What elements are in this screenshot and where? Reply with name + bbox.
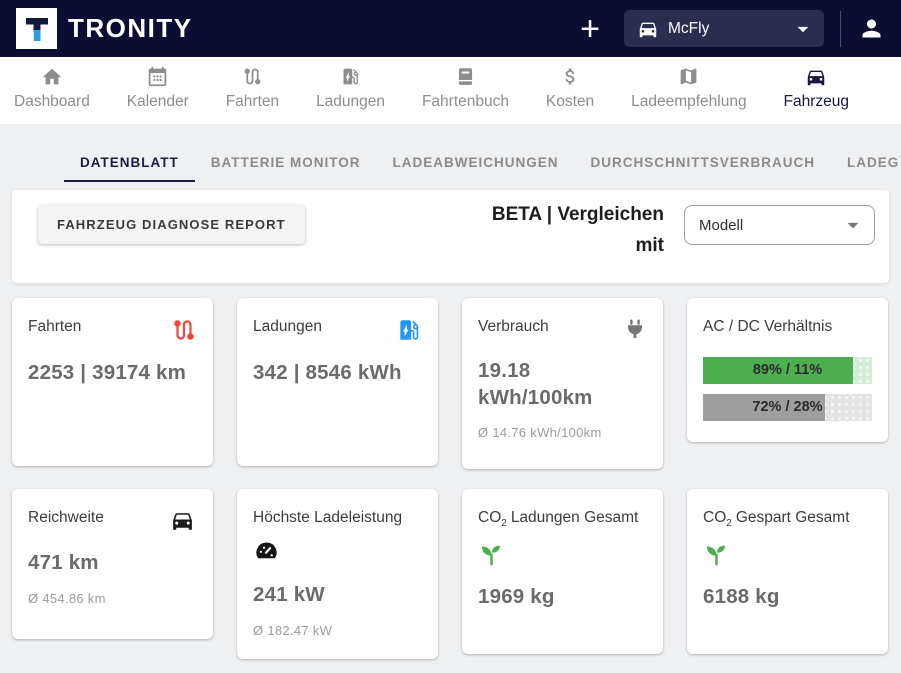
card-average: Ø 182.47 kW <box>253 622 333 638</box>
plug-icon <box>623 317 647 341</box>
vehicle-selector[interactable]: McFly <box>624 10 824 47</box>
nav-item-fahrzeug[interactable]: Fahrzeug <box>784 66 849 124</box>
vehicle-name: McFly <box>668 19 710 37</box>
card-value: 342 | 8546 kWh <box>253 361 402 384</box>
card-title: Ladungen <box>253 318 322 335</box>
chevron-down-icon <box>840 212 866 238</box>
card-title: Reichweite <box>28 509 104 526</box>
stats-row-1: Fahrten 2253 | 39174 km Ladungen 342 | 8… <box>0 298 901 469</box>
tab-datenblatt[interactable]: DATENBLATT <box>64 143 195 182</box>
add-vehicle-button[interactable]: + <box>574 12 606 46</box>
compare-panel: FAHRZEUG DIAGNOSE REPORT BETA | Vergleic… <box>12 190 889 283</box>
card-value: 241 kW <box>253 582 325 606</box>
card-value: 2253 | 39174 km <box>28 361 187 384</box>
model-select-value: Modell <box>699 216 744 234</box>
app-header: TRONITY + McFly <box>0 0 901 57</box>
beta-compare-label: BETA | Vergleichen mit <box>491 204 664 256</box>
card-value: 6188 kg <box>703 584 780 608</box>
nav-item-label: Kosten <box>545 93 595 110</box>
car-icon <box>805 66 827 88</box>
card-ac-dc-verhaeltnis: AC / DC Verhältnis 89% / 11% 72% / 28% <box>687 298 888 442</box>
card-title: CO2 Gespart Gesamt <box>703 509 850 530</box>
nav-item-label: Dashboard <box>14 93 90 110</box>
vehicle-diagnose-report-button[interactable]: FAHRZEUG DIAGNOSE REPORT <box>38 205 305 244</box>
card-reichweite: Reichweite 471 km Ø 454.86 km <box>12 489 213 639</box>
nav-item-kalender[interactable]: Kalender <box>127 66 189 124</box>
seedling-icon <box>478 540 647 567</box>
brand-logo[interactable]: TRONITY <box>16 8 193 49</box>
bar-fill <box>703 356 854 384</box>
map-icon <box>678 66 699 88</box>
card-co2-ladungen-gesamt: CO2 Ladungen Gesamt 1969 kg <box>462 489 663 654</box>
ac-dc-bar-gray: 72% / 28% <box>703 393 872 421</box>
ev-station-icon <box>340 66 361 88</box>
chevron-down-icon <box>790 16 816 42</box>
nav-item-label: Kalender <box>126 93 189 110</box>
stats-row-2: Reichweite 471 km Ø 454.86 km Höchste La… <box>0 489 901 659</box>
card-title: Fahrten <box>28 318 82 335</box>
model-select[interactable]: Modell <box>684 205 875 245</box>
nav-item-fahrten[interactable]: Fahrten <box>226 66 279 124</box>
dollar-icon <box>560 66 581 88</box>
tab-batterie-monitor[interactable]: BATTERIE MONITOR <box>210 155 361 170</box>
car-icon <box>637 18 659 40</box>
brand-name: TRONITY <box>68 13 193 43</box>
card-fahrten: Fahrten 2253 | 39174 km <box>12 298 213 466</box>
nav-item-label: Ladungen <box>316 93 386 110</box>
nav-item-label: Fahrzeug <box>783 93 849 110</box>
bar-fill <box>703 393 825 421</box>
home-icon <box>41 66 63 88</box>
route-icon <box>242 66 263 88</box>
card-average: Ø 454.86 km <box>28 590 106 606</box>
tab-durchschnittsverbrauch[interactable]: DURCHSCHNITTSVERBRAUCH <box>590 155 815 170</box>
tab-ladeabweichungen[interactable]: LADEABWEICHUNGEN <box>392 155 559 170</box>
ev-station-icon <box>396 317 422 343</box>
sub-tabs: DATENBLATT BATTERIE MONITOR LADEABWEICHU… <box>64 143 901 182</box>
card-title: CO2 Ladungen Gesamt <box>478 509 639 530</box>
nav-item-ladeempfehlung[interactable]: Ladeempfehlung <box>631 66 747 124</box>
card-value: 471 km <box>28 551 99 574</box>
nav-item-fahrtenbuch[interactable]: Fahrtenbuch <box>422 66 509 124</box>
header-divider <box>840 10 841 47</box>
nav-item-label: Ladeempfehlung <box>631 93 747 110</box>
nav-item-label: Fahrten <box>225 93 280 110</box>
bar-label: 72% / 28% <box>752 399 823 416</box>
route-icon <box>171 317 197 343</box>
car-icon <box>168 508 197 533</box>
book-icon <box>455 66 476 88</box>
bar-label: 89% / 11% <box>752 362 823 379</box>
card-hoechste-ladeleistung: Höchste Ladeleistung 241 kW Ø 182.47 kW <box>237 489 438 659</box>
calendar-icon <box>147 66 168 88</box>
nav-item-dashboard[interactable]: Dashboard <box>14 66 90 124</box>
card-title: AC / DC Verhältnis <box>703 318 833 335</box>
card-value: 1969 kg <box>478 584 555 608</box>
ac-dc-bar-green: 89% / 11% <box>703 356 872 384</box>
nav-item-label: Fahrtenbuch <box>421 93 509 110</box>
nav-item-kosten[interactable]: Kosten <box>546 66 594 124</box>
card-verbrauch: Verbrauch 19.18 kWh/100km Ø 14.76 kWh/10… <box>462 298 663 469</box>
card-value: 19.18 kWh/100km <box>478 359 593 409</box>
card-average: Ø 14.76 kWh/100km <box>478 425 602 441</box>
speedometer-icon <box>253 538 422 565</box>
tab-ladeg-truncated[interactable]: LADEG <box>846 155 900 170</box>
main-nav: Dashboard Kalender Fahrten Ladungen Fahr… <box>0 57 901 124</box>
tronity-logo-icon <box>16 8 57 49</box>
card-title: Verbrauch <box>478 318 549 335</box>
card-co2-gespart-gesamt: CO2 Gespart Gesamt 6188 kg <box>687 489 888 654</box>
card-ladungen: Ladungen 342 | 8546 kWh <box>237 298 438 466</box>
card-title: Höchste Ladeleistung <box>253 509 403 526</box>
nav-item-ladungen[interactable]: Ladungen <box>316 66 385 124</box>
seedling-icon <box>703 540 872 567</box>
user-avatar-icon[interactable] <box>858 15 885 42</box>
